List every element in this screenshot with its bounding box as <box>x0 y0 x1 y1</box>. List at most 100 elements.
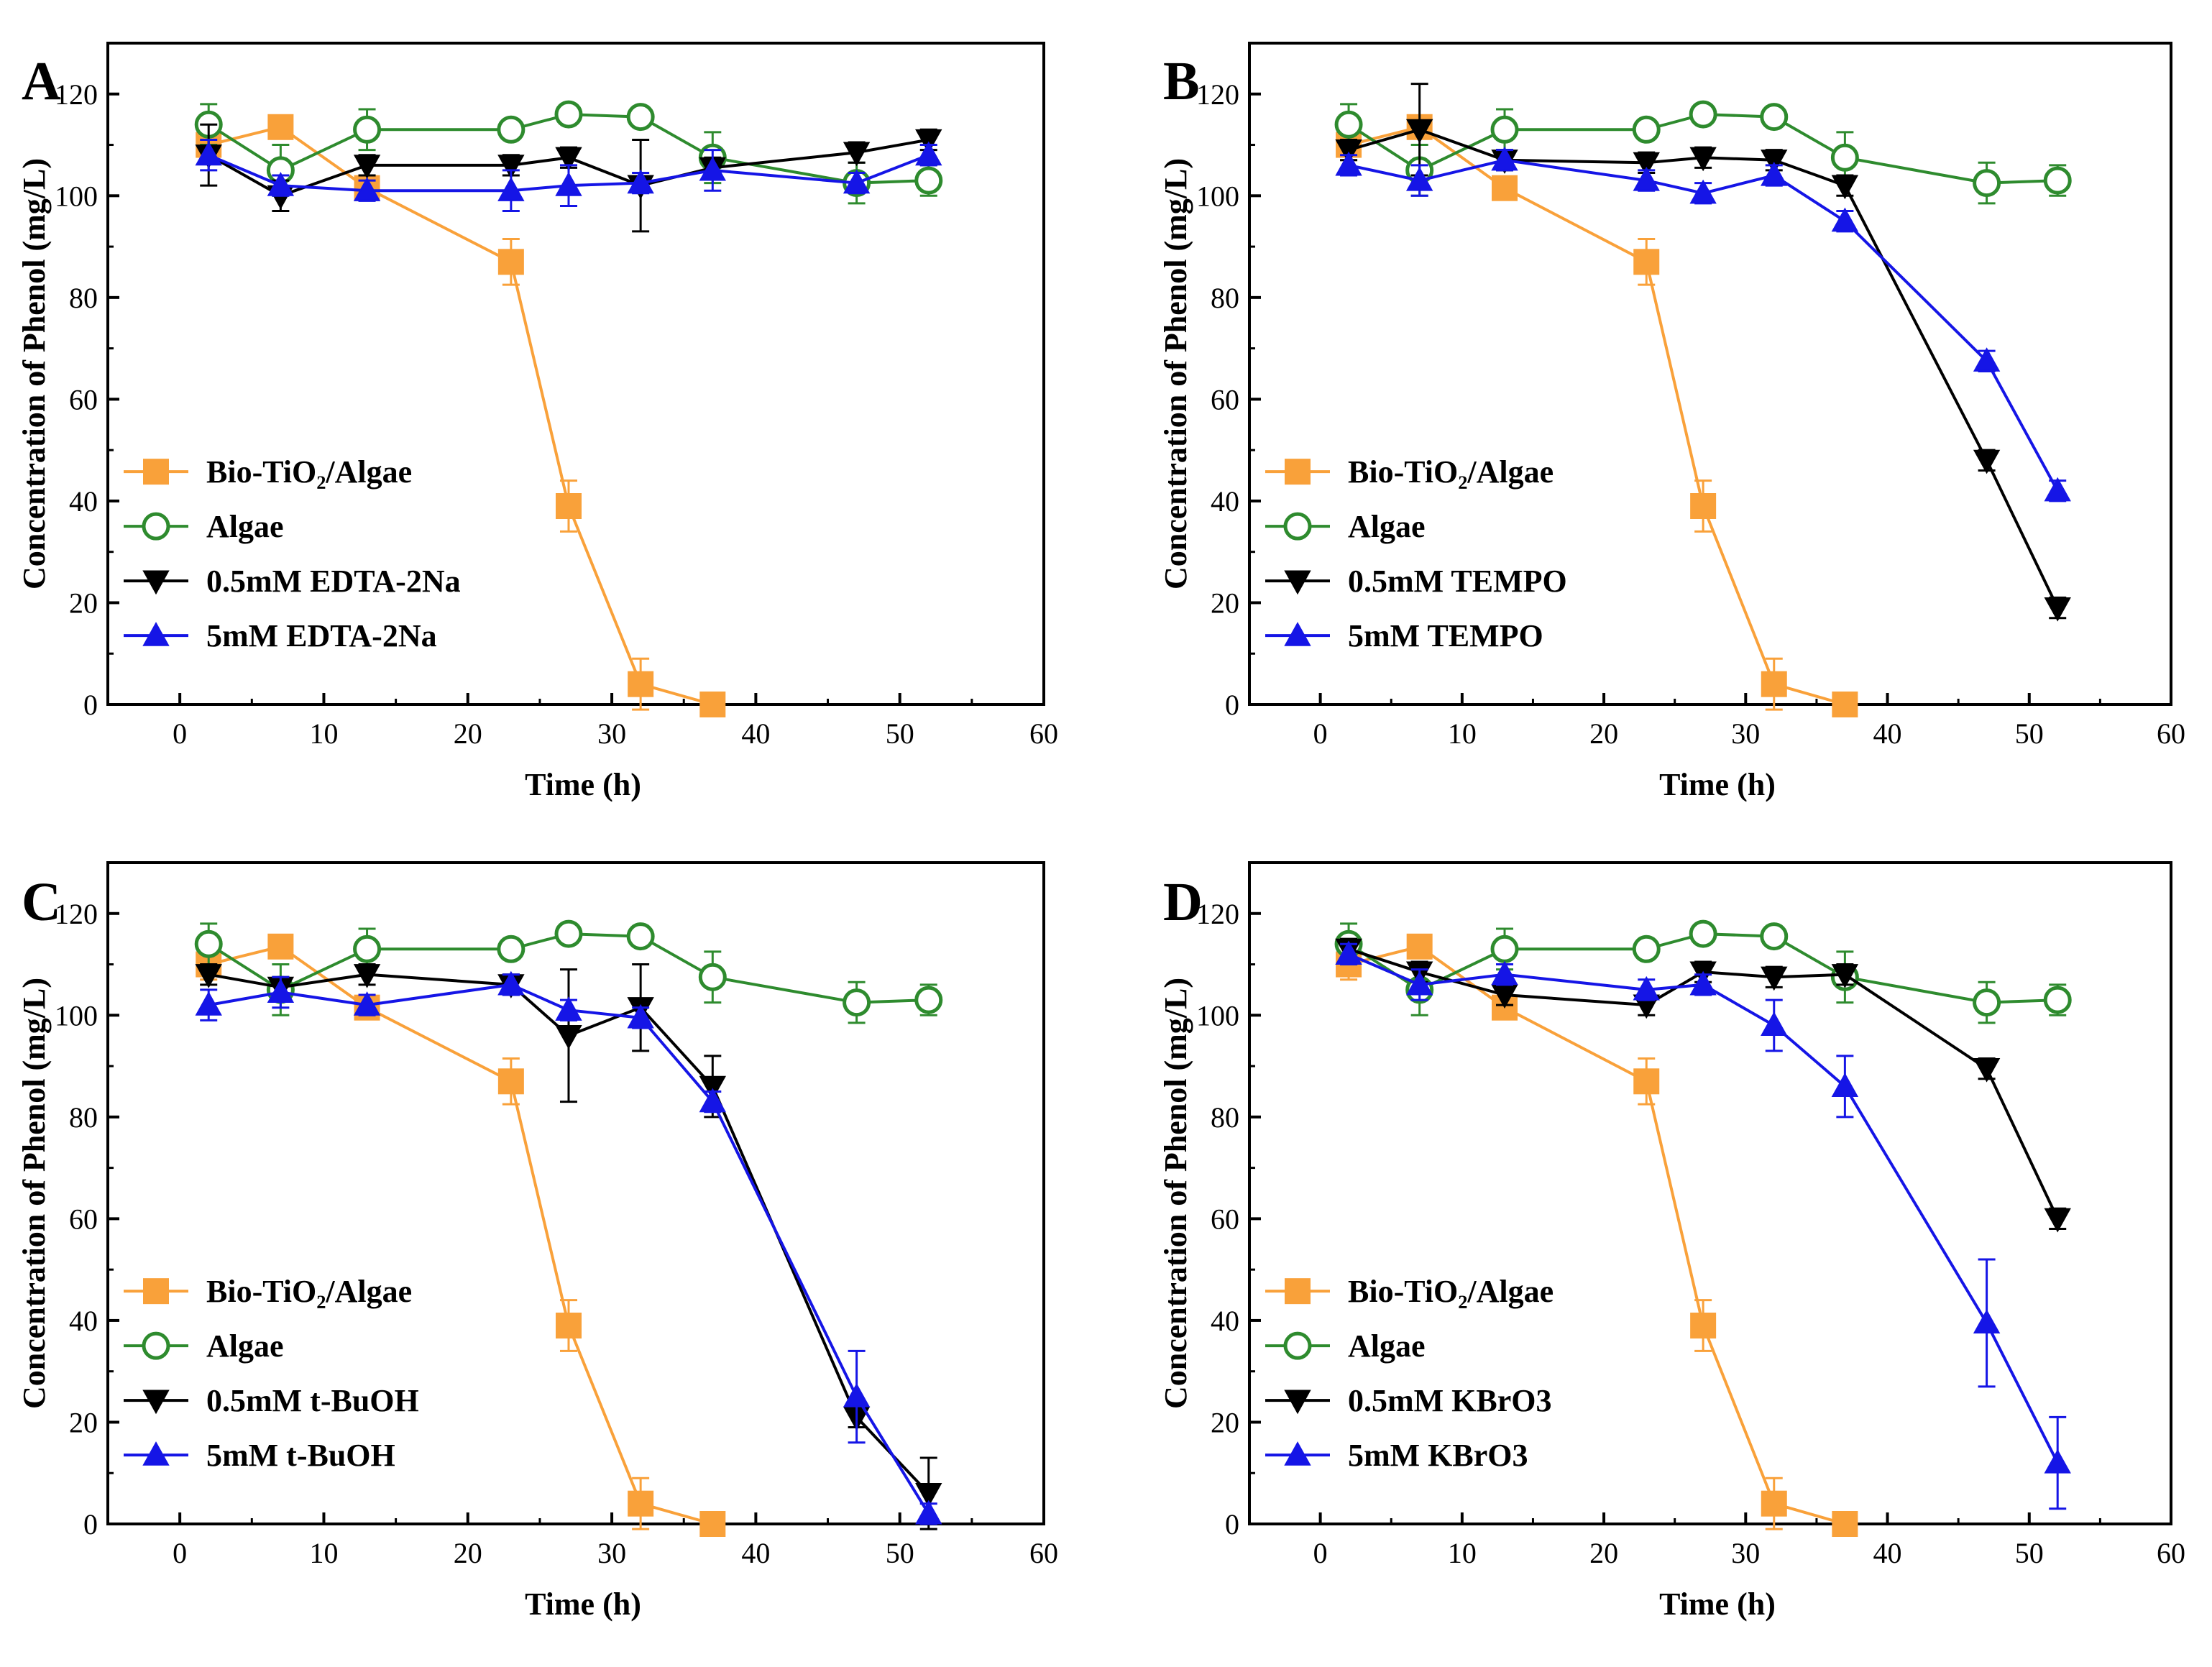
data-point <box>1973 1309 2001 1334</box>
data-point <box>1405 119 1433 144</box>
data-point <box>554 100 583 129</box>
legend-marker <box>142 1441 170 1466</box>
data-point <box>915 1500 942 1525</box>
y-tick-label: 40 <box>1211 485 1239 518</box>
x-axis-title: Time (h) <box>1659 767 1776 802</box>
y-tick-label: 100 <box>55 999 98 1032</box>
data-point <box>1760 103 1789 132</box>
legend-marker <box>143 1278 169 1305</box>
data-point <box>626 922 655 951</box>
y-tick-label: 20 <box>1211 587 1239 619</box>
data-point <box>1689 919 1717 948</box>
y-tick-label: 100 <box>55 180 98 212</box>
data-point <box>497 249 524 275</box>
data-point <box>1689 147 1717 172</box>
data-point <box>2043 166 2072 195</box>
data-point <box>698 963 727 991</box>
data-point <box>1832 692 1858 717</box>
data-point <box>555 1025 582 1050</box>
x-tick-label: 30 <box>597 717 626 750</box>
y-tick-label: 20 <box>69 1406 98 1438</box>
legend-label: 0.5mM TEMPO <box>1348 564 1567 599</box>
y-tick-label: 100 <box>1196 999 1239 1032</box>
x-tick-label: 30 <box>1731 717 1760 750</box>
legend-marker <box>142 1390 170 1415</box>
series-0 <box>1336 933 1858 1537</box>
data-point <box>915 129 942 154</box>
legend-marker <box>1284 1390 1311 1415</box>
data-point <box>1633 167 1660 191</box>
data-point <box>699 156 726 181</box>
legend-label: Algae <box>206 509 284 544</box>
y-tick-label: 20 <box>69 587 98 619</box>
y-tick-label: 20 <box>1211 1406 1239 1438</box>
legend-label: 5mM KBrO3 <box>1348 1438 1528 1473</box>
series-3 <box>1335 940 2071 1510</box>
data-point <box>1490 115 1519 144</box>
y-tick-label: 0 <box>83 1508 98 1540</box>
legend-marker <box>1284 1441 1311 1466</box>
data-point <box>914 986 943 1014</box>
y-tick-label: 0 <box>1225 1508 1239 1540</box>
y-tick-label: 80 <box>1211 282 1239 314</box>
y-tick-label: 40 <box>69 485 98 518</box>
data-point <box>628 1490 654 1517</box>
y-tick-label: 100 <box>1196 180 1239 212</box>
data-point <box>353 991 381 1016</box>
panel-letter: D <box>1163 872 1203 932</box>
y-tick-label: 60 <box>1211 383 1239 415</box>
data-point <box>497 155 525 179</box>
data-point <box>843 142 871 167</box>
legend-label: Bio-TiO₂/Algae <box>1348 454 1554 490</box>
x-tick-label: 20 <box>454 717 482 750</box>
legend-marker <box>1285 459 1311 485</box>
x-tick-label: 40 <box>741 717 770 750</box>
y-tick-label: 120 <box>1196 898 1239 930</box>
data-point <box>1832 1511 1858 1537</box>
legend: Bio-TiO₂/Algae Algae 0.5mM EDTA-2Na 5mM EDT… <box>124 454 461 653</box>
data-point <box>1831 1073 1859 1097</box>
chart-panel-a: A 0 10 20 30 40 50 60 0 20 40 60 80 100 120 Time (h) Con… <box>17 42 1058 802</box>
panel-letter: B <box>1163 51 1200 111</box>
x-tick-label: 40 <box>1873 1537 1902 1569</box>
data-point <box>1689 100 1717 129</box>
legend-marker <box>142 622 170 646</box>
data-point <box>1335 940 1362 965</box>
data-point <box>1405 970 1433 996</box>
x-tick-label: 30 <box>1731 1537 1760 1569</box>
plot-frame <box>106 861 1045 1525</box>
data-point <box>1406 933 1433 960</box>
data-point <box>555 493 582 519</box>
data-point <box>1973 169 2001 198</box>
chart-panel-b: B 0 10 20 30 40 50 60 0 20 40 60 80 100 120 Time (h) Con… <box>1158 42 2185 802</box>
panel-letter: A <box>22 51 61 111</box>
plot-frame <box>1248 42 2172 706</box>
y-tick-label: 80 <box>69 282 98 314</box>
x-tick-label: 0 <box>1313 1537 1328 1569</box>
x-tick-label: 50 <box>2015 1537 2044 1569</box>
legend-label: Bio-TiO₂/Algae <box>1348 1274 1554 1309</box>
data-point <box>626 103 655 132</box>
x-tick-label: 60 <box>1029 1537 1058 1569</box>
data-point <box>1690 493 1717 519</box>
data-point <box>1761 161 1788 186</box>
legend-marker <box>1285 1278 1311 1305</box>
series-3 <box>195 138 942 213</box>
data-point <box>699 1075 726 1101</box>
data-point <box>353 934 382 963</box>
data-point <box>353 964 381 988</box>
data-point <box>1633 975 1660 1001</box>
data-point <box>353 177 381 201</box>
data-point <box>555 172 582 196</box>
data-point <box>1973 347 2001 372</box>
x-tick-label: 20 <box>454 1537 482 1569</box>
data-point <box>1633 152 1660 177</box>
legend-label: Bio-TiO₂/Algae <box>206 1274 412 1309</box>
x-tick-label: 10 <box>1448 717 1477 750</box>
y-tick-label: 120 <box>55 898 98 930</box>
legend-marker <box>142 1331 170 1360</box>
data-point <box>843 1383 871 1407</box>
y-axis-title: Concentration of Phenol (mg/L) <box>17 978 52 1409</box>
legend-marker <box>142 512 170 541</box>
y-tick-label: 60 <box>1211 1203 1239 1235</box>
